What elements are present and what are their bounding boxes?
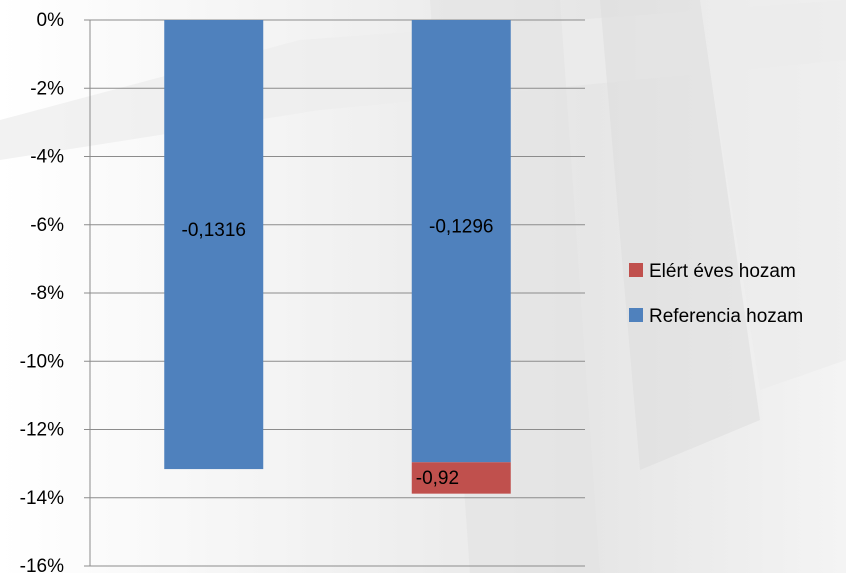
bar-referencia-1: [412, 20, 511, 462]
legend-swatch: [629, 263, 643, 277]
y-tick-label: -14%: [20, 488, 64, 509]
legend-label: Referencia hozam: [649, 306, 803, 327]
legend-label: Elért éves hozam: [649, 261, 796, 282]
data-label: -0,1316: [182, 220, 246, 241]
y-tick-label: -10%: [20, 351, 64, 372]
y-tick-label: -4%: [30, 147, 64, 168]
legend-swatch: [629, 308, 643, 322]
y-tick-label: -12%: [20, 420, 64, 441]
y-tick-label: 0%: [37, 10, 65, 31]
y-tick-label: -16%: [20, 556, 64, 573]
data-label: -0,92: [416, 468, 459, 489]
y-tick-label: -6%: [30, 215, 64, 236]
bar-referencia-0: [164, 20, 263, 469]
y-tick-label: -8%: [30, 283, 64, 304]
y-tick-label: -2%: [30, 78, 64, 99]
data-label: -0,1296: [429, 217, 493, 238]
